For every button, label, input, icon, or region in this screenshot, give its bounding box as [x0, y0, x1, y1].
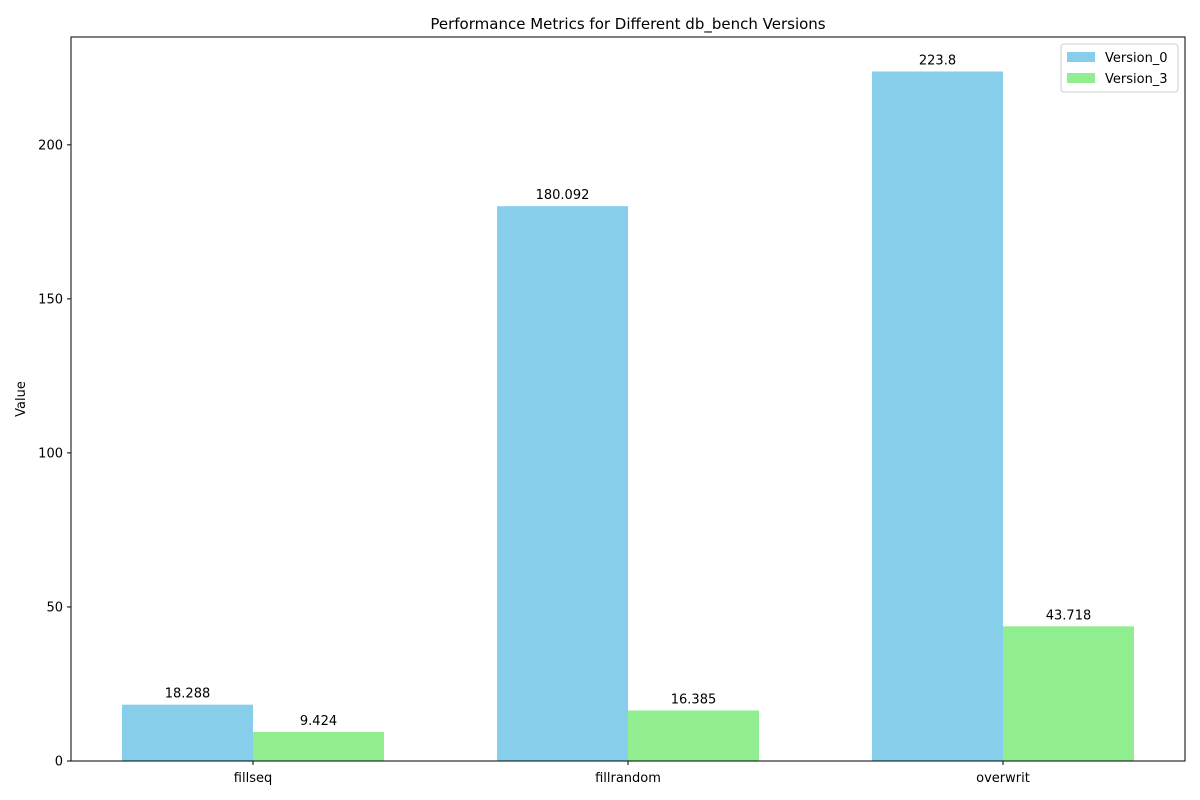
y-tick-label: 200: [38, 138, 63, 153]
x-tick-label: fillrandom: [595, 771, 661, 786]
y-tick-label: 0: [55, 755, 63, 770]
bar-version-3-overwrit: [1003, 626, 1134, 761]
data-label: 18.288: [165, 687, 211, 702]
data-label: 43.718: [1046, 608, 1092, 623]
y-axis-label: Value: [14, 381, 29, 417]
data-label: 16.385: [671, 693, 717, 708]
bar-version-0-overwrit: [872, 71, 1003, 761]
x-tick-label: fillseq: [234, 771, 272, 786]
y-tick-label: 100: [38, 446, 63, 461]
legend-swatch: [1067, 73, 1095, 83]
data-label: 223.8: [919, 54, 956, 69]
plot-frame: [70, 36, 1186, 762]
bar-version-0-fillrandom: [497, 206, 628, 761]
y-tick-label: 150: [38, 292, 63, 307]
data-label: 9.424: [300, 714, 337, 729]
bar-version-3-fillrandom: [628, 710, 759, 761]
x-tick-label: overwrit: [976, 771, 1030, 786]
bar-version-3-fillseq: [253, 731, 384, 761]
bar-version-0-fillseq: [122, 704, 253, 761]
legend-label: Version_0: [1105, 51, 1168, 66]
chart-title: Performance Metrics for Different db_ben…: [430, 15, 825, 34]
legend: Version_0 Version_3: [1060, 43, 1179, 93]
data-label: 180.092: [536, 188, 590, 203]
y-tick-label: 50: [46, 600, 63, 615]
legend-swatch: [1067, 52, 1095, 62]
legend-label: Version_3: [1105, 72, 1168, 87]
plot-area: 0 50 100 150 200 18.288 180.092 223.8 9.424 16.38…: [38, 54, 1134, 786]
